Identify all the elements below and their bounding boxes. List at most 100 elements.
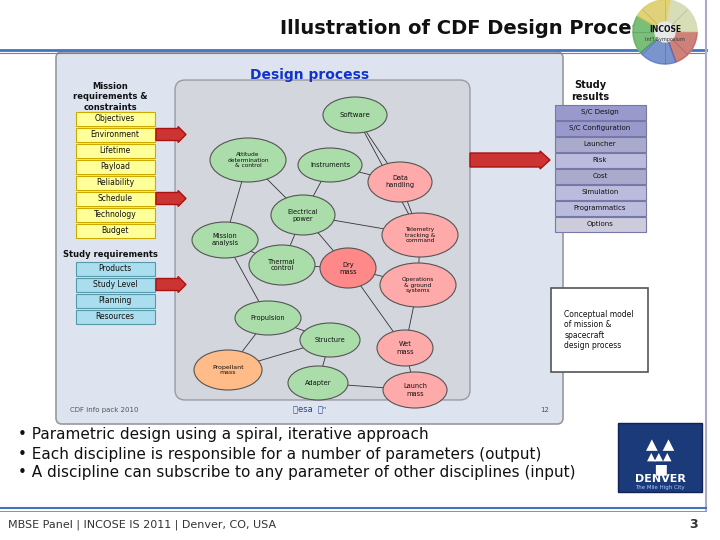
- Text: Design process: Design process: [250, 68, 369, 82]
- FancyBboxPatch shape: [554, 217, 646, 232]
- Text: Lifetime: Lifetime: [99, 146, 130, 155]
- FancyBboxPatch shape: [76, 192, 155, 206]
- Text: Reliability: Reliability: [96, 178, 134, 187]
- Text: Propulsion: Propulsion: [251, 315, 285, 321]
- FancyBboxPatch shape: [76, 111, 155, 125]
- Wedge shape: [633, 16, 665, 52]
- Wedge shape: [665, 1, 697, 32]
- Ellipse shape: [323, 97, 387, 133]
- Ellipse shape: [192, 222, 258, 258]
- Text: ⓔesa  ⓖⁿ: ⓔesa ⓖⁿ: [293, 406, 326, 415]
- Ellipse shape: [271, 195, 335, 235]
- Text: 3: 3: [689, 518, 698, 531]
- Text: Risk: Risk: [593, 157, 607, 163]
- Ellipse shape: [300, 323, 360, 357]
- FancyBboxPatch shape: [76, 261, 155, 275]
- Ellipse shape: [210, 138, 286, 182]
- Text: Attitude
determination
& control: Attitude determination & control: [228, 152, 269, 168]
- FancyBboxPatch shape: [76, 176, 155, 190]
- Text: • Each discipline is responsible for a number of parameters (output): • Each discipline is responsible for a n…: [18, 447, 541, 462]
- Text: CDF info pack 2010: CDF info pack 2010: [70, 407, 138, 413]
- Text: Technology: Technology: [94, 210, 136, 219]
- Text: Study requirements: Study requirements: [63, 250, 158, 259]
- Text: Launch
mass: Launch mass: [403, 383, 427, 396]
- Text: Operations
& ground
systems: Operations & ground systems: [402, 276, 434, 293]
- FancyBboxPatch shape: [175, 80, 470, 400]
- Text: ▆: ▆: [654, 461, 665, 475]
- Text: • Parametric design using a spiral, iterative approach: • Parametric design using a spiral, iter…: [18, 428, 428, 442]
- Ellipse shape: [380, 263, 456, 307]
- FancyBboxPatch shape: [554, 168, 646, 184]
- Ellipse shape: [377, 330, 433, 366]
- FancyBboxPatch shape: [56, 52, 563, 424]
- FancyBboxPatch shape: [554, 200, 646, 215]
- Text: Programmatics: Programmatics: [574, 205, 626, 211]
- Text: Products: Products: [99, 264, 132, 273]
- Ellipse shape: [288, 366, 348, 400]
- Text: Structure: Structure: [315, 337, 346, 343]
- FancyBboxPatch shape: [554, 185, 646, 199]
- FancyBboxPatch shape: [76, 278, 155, 292]
- Text: Illustration of CDF Design Process: Illustration of CDF Design Process: [280, 18, 654, 37]
- FancyBboxPatch shape: [554, 120, 646, 136]
- FancyBboxPatch shape: [76, 294, 155, 307]
- Text: INCOSE: INCOSE: [649, 25, 681, 35]
- Text: Budget: Budget: [102, 226, 129, 235]
- Text: Conceptual model
of mission &
spacecraft
design process: Conceptual model of mission & spacecraft…: [564, 310, 634, 350]
- Ellipse shape: [249, 245, 315, 285]
- Text: Environment: Environment: [91, 130, 140, 139]
- FancyArrow shape: [156, 276, 186, 293]
- Text: Electrical
power: Electrical power: [288, 208, 318, 221]
- Text: DENVER: DENVER: [634, 474, 685, 484]
- Text: Int'l Symposium: Int'l Symposium: [645, 37, 685, 43]
- Text: Planning: Planning: [99, 296, 132, 305]
- Wedge shape: [637, 0, 670, 32]
- Text: Telemetry
tracking &
command: Telemetry tracking & command: [405, 227, 435, 244]
- FancyBboxPatch shape: [554, 105, 646, 119]
- Ellipse shape: [382, 213, 458, 257]
- Text: Wet
mass: Wet mass: [396, 341, 414, 354]
- Ellipse shape: [320, 248, 376, 288]
- Ellipse shape: [383, 372, 447, 408]
- Text: Study
results: Study results: [571, 80, 609, 102]
- Circle shape: [655, 22, 675, 42]
- Circle shape: [633, 0, 697, 64]
- Text: Cost: Cost: [593, 173, 608, 179]
- Text: Payload: Payload: [100, 162, 130, 171]
- Text: Data
handling: Data handling: [385, 176, 415, 188]
- Ellipse shape: [194, 350, 262, 390]
- Text: Schedule: Schedule: [97, 194, 132, 203]
- FancyBboxPatch shape: [554, 137, 646, 152]
- Text: S/C Design: S/C Design: [581, 109, 619, 115]
- Ellipse shape: [368, 162, 432, 202]
- FancyBboxPatch shape: [551, 288, 648, 372]
- FancyBboxPatch shape: [76, 224, 155, 238]
- Text: Propellant
mass: Propellant mass: [212, 364, 244, 375]
- Text: Options: Options: [587, 221, 613, 227]
- Text: S/C Configuration: S/C Configuration: [570, 125, 631, 131]
- Text: ▲ ▲: ▲ ▲: [646, 437, 674, 453]
- Text: Launcher: Launcher: [584, 141, 616, 147]
- Wedge shape: [665, 32, 697, 62]
- Ellipse shape: [235, 301, 301, 335]
- Wedge shape: [641, 32, 676, 64]
- Text: Software: Software: [340, 112, 370, 118]
- Text: Simulation: Simulation: [581, 189, 618, 195]
- Text: 12: 12: [540, 407, 549, 413]
- Text: Objectives: Objectives: [95, 114, 135, 123]
- FancyBboxPatch shape: [618, 423, 702, 492]
- Text: Mission
requirements &
constraints: Mission requirements & constraints: [73, 82, 148, 112]
- Text: Instruments: Instruments: [310, 162, 350, 168]
- FancyBboxPatch shape: [76, 159, 155, 173]
- Text: Resources: Resources: [96, 312, 135, 321]
- FancyArrow shape: [156, 126, 186, 143]
- Text: • A discipline can subscribe to any parameter of other disciplines (input): • A discipline can subscribe to any para…: [18, 465, 575, 481]
- FancyBboxPatch shape: [554, 152, 646, 167]
- FancyBboxPatch shape: [76, 207, 155, 221]
- Text: MBSE Panel | INCOSE IS 2011 | Denver, CO, USA: MBSE Panel | INCOSE IS 2011 | Denver, CO…: [8, 519, 276, 530]
- Text: Adapter: Adapter: [305, 380, 331, 386]
- Text: Study Level: Study Level: [93, 280, 138, 289]
- Text: Dry
mass: Dry mass: [339, 261, 357, 274]
- FancyArrow shape: [156, 191, 186, 206]
- Ellipse shape: [298, 148, 362, 182]
